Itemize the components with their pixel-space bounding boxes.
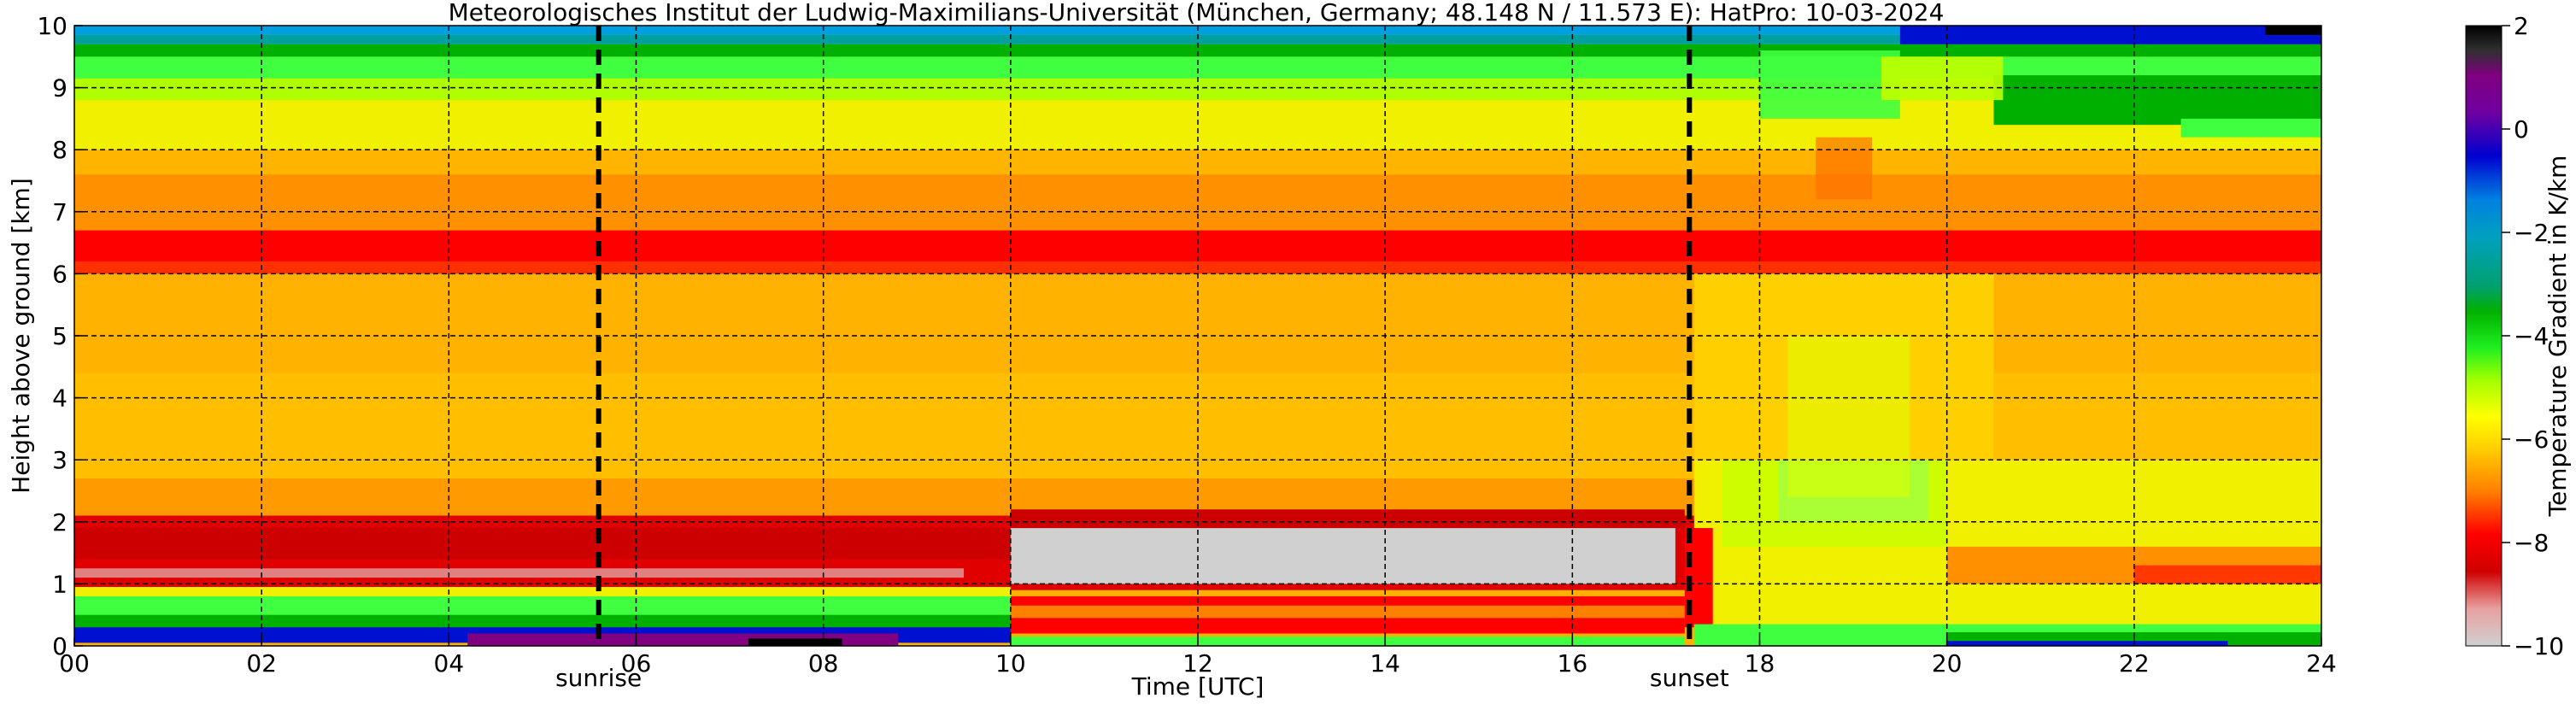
band-darkred-2km: [74, 528, 1011, 560]
x-tick-label-8: 16: [1558, 649, 1588, 678]
colorbar-tick-label-3: −4: [2514, 322, 2549, 350]
y-tick-label-9: 9: [52, 74, 67, 103]
chart-title: Meteorologisches Institut der Ludwig-Max…: [449, 0, 1945, 26]
y-axis-label: Height above ground [km]: [7, 178, 35, 494]
colorbar: [2465, 25, 2503, 647]
band-green-surface-mid: [1010, 637, 1685, 646]
band-orange-8km: [74, 150, 2321, 175]
band-grey-inversion: [1010, 528, 1675, 584]
band-yellow-surface: [74, 587, 1011, 596]
x-axis-label: Time [UTC]: [1131, 672, 1265, 701]
x-tick-label-1: 02: [246, 649, 277, 678]
colorbar-tick-label-4: −6: [2514, 425, 2549, 454]
x-tick-label-0: 00: [59, 649, 90, 678]
y-tick-label-7: 7: [52, 198, 67, 226]
colorbar-label: Temperature Gradient in K/km: [2544, 155, 2572, 518]
x-tick-label-11: 22: [2119, 649, 2150, 678]
band-black-surface: [748, 638, 842, 646]
band-post-green-9km: [1759, 50, 1900, 119]
event-lines: sunrise sunset: [555, 26, 1729, 692]
band-green-dark-surface: [74, 614, 1011, 631]
colorbar-tick-label-1: 0: [2514, 115, 2529, 144]
band-grey-thin: [74, 568, 965, 578]
y-tick-label-2: 2: [52, 508, 67, 537]
band-top-black-late: [2265, 26, 2321, 35]
band-post-upper-lime: [1787, 336, 1910, 497]
band-post-blue-surface: [1946, 641, 2228, 646]
colorbar-ticks: 2 0 −2 −4 −6 −8 −10: [2502, 12, 2564, 660]
band-post-red-8km: [1816, 137, 1872, 200]
colorbar-tick-label-6: −10: [2514, 632, 2564, 660]
y-tick-label-10: 10: [37, 12, 67, 40]
grid-lines: [74, 26, 2321, 646]
x-tick-label-12: 24: [2306, 649, 2337, 678]
x-tick-label-6: 12: [1182, 649, 1213, 678]
x-axis-ticks: 00 02 04 06 08 10 12 14 16 18 20 22 24: [59, 637, 2337, 678]
band-top-blue-late: [1899, 26, 2321, 44]
y-tick-label-6: 6: [52, 260, 67, 288]
band-teal: [74, 34, 2321, 44]
band-post-yellow-9km: [1881, 56, 2004, 101]
band-orange-surface-mid: [1010, 605, 1685, 619]
band-darkred-above-grey: [1010, 509, 1685, 529]
y-tick-label-0: 0: [52, 632, 67, 660]
x-tick-label-3: 06: [621, 649, 652, 678]
y-tick-label-8: 8: [52, 136, 67, 164]
x-tick-label-5: 10: [995, 649, 1026, 678]
band-post-red: [2133, 565, 2321, 584]
x-tick-label-4: 08: [808, 649, 839, 678]
x-tick-label-9: 18: [1745, 649, 1775, 678]
y-tick-label-3: 3: [52, 446, 67, 474]
y-tick-label-1: 1: [52, 570, 67, 598]
band-green-late: [1993, 75, 2321, 126]
band-lime-late: [2180, 118, 2321, 138]
y-tick-label-5: 5: [52, 322, 67, 350]
sunrise-label: sunrise: [555, 664, 642, 692]
y-axis-ticks: 0 1 2 3 4 5 6 7 8 9 10: [37, 12, 83, 660]
colorbar-tick-label-5: −8: [2514, 529, 2549, 557]
x-tick-label-10: 20: [1932, 649, 1963, 678]
colorbar-tick-label-2: −2: [2514, 219, 2549, 247]
x-tick-label-2: 04: [434, 649, 465, 678]
y-tick-label-4: 4: [52, 384, 67, 413]
sunset-label: sunset: [1650, 664, 1729, 692]
x-tick-label-7: 14: [1370, 649, 1400, 678]
colorbar-tick-label-0: 2: [2514, 12, 2529, 40]
